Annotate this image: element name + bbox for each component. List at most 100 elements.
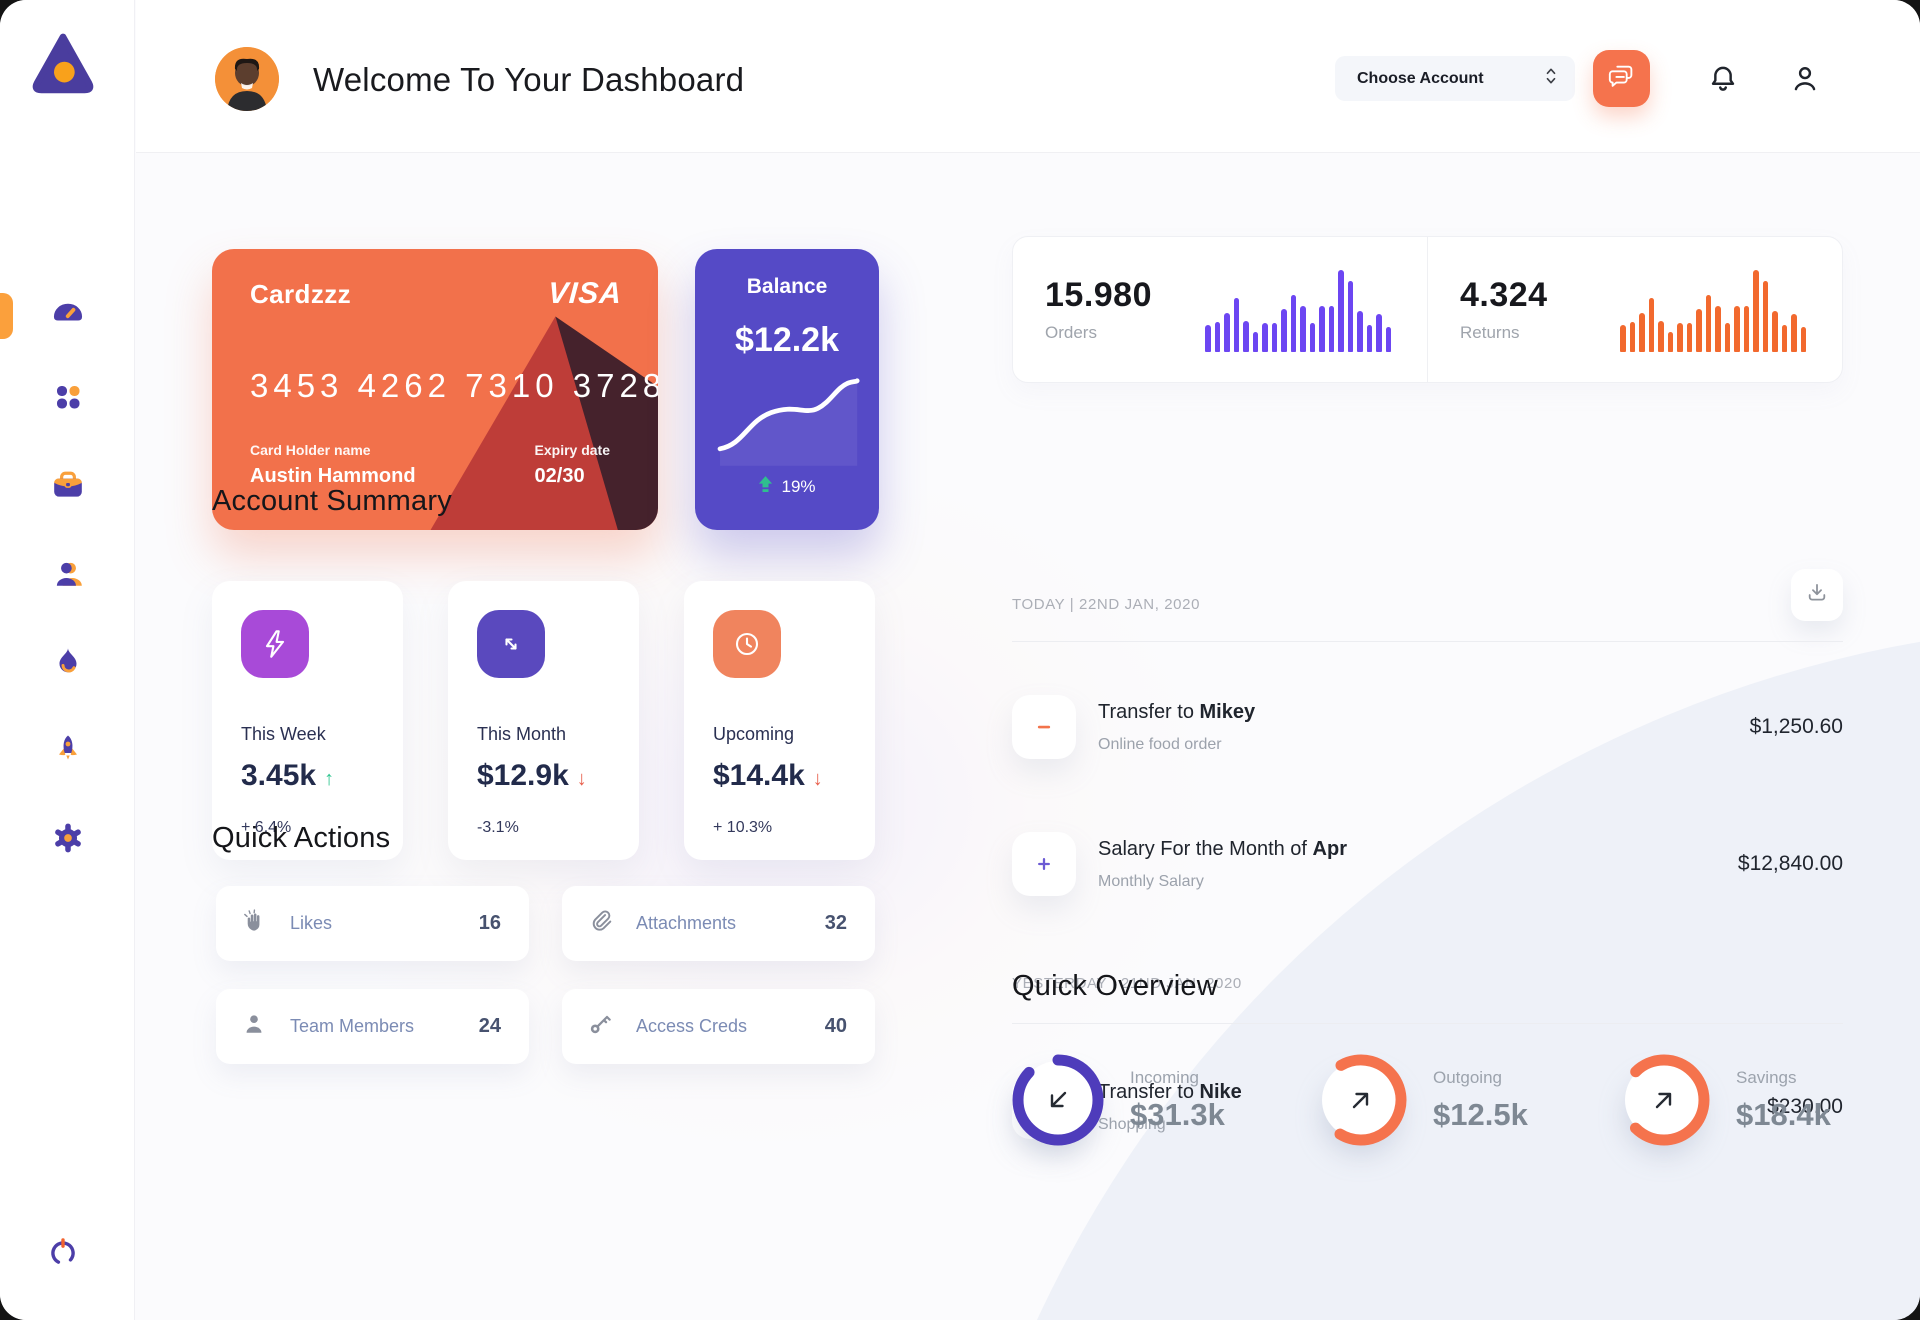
member-icon: [240, 1010, 268, 1043]
team-icon: [51, 557, 85, 591]
chevron-updown-icon: [1543, 66, 1559, 91]
sparkline-bar: [1743, 305, 1749, 352]
divider: [1012, 1023, 1843, 1024]
transaction-row-mikey[interactable]: Transfer to Mikey Online food order $1,2…: [1012, 695, 1843, 759]
sparkline-bar: [1309, 322, 1315, 352]
sidebar-item-trending[interactable]: [0, 645, 135, 733]
credit-card: Cardzzz VISA 3453 4262 7310 3728 Card Ho…: [212, 249, 658, 530]
sidebar-item-users[interactable]: [0, 557, 135, 645]
sparkline-bar: [1686, 322, 1692, 352]
summary-delta: + 6.4%: [241, 819, 292, 836]
sparkline-bar: [1243, 320, 1249, 352]
sidebar-item-work[interactable]: [0, 469, 135, 557]
transaction-row-salary[interactable]: Salary For the Month of Apr Monthly Sala…: [1012, 832, 1843, 896]
orders-stat: 15.980 Orders: [1013, 237, 1428, 382]
sparkline-bar: [1328, 305, 1334, 352]
paperclip-icon: [586, 907, 614, 940]
download-icon: [1804, 580, 1830, 611]
overview-value: $31.3k: [1130, 1096, 1225, 1132]
app-logo-icon[interactable]: [27, 28, 99, 100]
balance-trend: 19%: [781, 477, 816, 496]
sparkline-bar: [1366, 324, 1372, 352]
overview-ring-arc: [1012, 1054, 1104, 1146]
sparkline-bar: [1300, 305, 1306, 352]
overview-label: Incoming: [1130, 1067, 1199, 1087]
quick-overview-heading: Quick Overview: [1012, 970, 1218, 1002]
orders-value: 15.980: [1045, 276, 1152, 314]
sidebar: [0, 0, 135, 1320]
card-holder-name: Austin Hammond: [250, 465, 416, 487]
summary-delta: + 10.3%: [713, 819, 773, 836]
download-button[interactable]: [1791, 569, 1843, 621]
trend-up-icon: [758, 476, 773, 498]
chat-button[interactable]: [1593, 50, 1650, 107]
transaction-title: Transfer to: [1098, 1080, 1200, 1103]
sparkline-bar: [1753, 269, 1759, 352]
returns-value: 4.324: [1460, 276, 1548, 314]
quick-action-attachments[interactable]: Attachments 32: [562, 886, 875, 961]
rocket-icon: [52, 733, 84, 765]
profile-button[interactable]: [1788, 62, 1822, 96]
header: Welcome To Your Dashboard Choose Account: [136, 0, 1920, 153]
quick-action-count: 16: [478, 912, 501, 934]
chat-icon: [1607, 61, 1637, 96]
arrow-up-icon: ↑: [324, 768, 335, 790]
sidebar-nav: [0, 293, 135, 909]
sparkline-bar: [1319, 305, 1325, 352]
summary-card-upcoming: Upcoming $14.4k ↓ + 10.3%: [684, 581, 875, 860]
sidebar-item-dashboard[interactable]: [0, 293, 135, 381]
down-left-arrow-icon: [1050, 1091, 1067, 1108]
quick-action-access-creds[interactable]: Access Creds 40: [562, 989, 875, 1064]
quick-action-likes[interactable]: Likes 16: [216, 886, 529, 961]
overview-label: Savings: [1736, 1067, 1797, 1087]
sparkline-bar: [1376, 313, 1382, 352]
sparkline-bar: [1734, 305, 1740, 352]
account-selector[interactable]: Choose Account: [1335, 56, 1575, 101]
returns-sparkline: [1620, 268, 1806, 352]
summary-value: 3.45k: [241, 759, 317, 792]
logout-power-icon[interactable]: [46, 1234, 80, 1268]
account-summary-cards: This Week 3.45k ↑ + 6.4% This Month $12.9…: [212, 581, 875, 860]
overview-ring-arc: [1618, 1054, 1710, 1146]
flame-icon: [52, 645, 84, 677]
sidebar-item-settings[interactable]: [0, 821, 135, 909]
quick-action-team-members[interactable]: Team Members 24: [216, 989, 529, 1064]
apps-grid-icon: [52, 381, 84, 413]
card-expiry: 02/30: [534, 465, 585, 487]
speedometer-icon: [50, 293, 86, 329]
lightning-icon: [241, 610, 309, 678]
sparkline-bar: [1800, 326, 1806, 352]
sidebar-item-apps[interactable]: [0, 381, 135, 469]
outgoing-donut-chart: [1315, 1054, 1407, 1146]
account-summary-heading: Account Summary: [212, 485, 452, 517]
quick-actions-heading: Quick Actions: [212, 822, 391, 854]
sparkline-bar: [1791, 313, 1797, 352]
notifications-button[interactable]: [1706, 62, 1740, 96]
overview-value: $12.5k: [1433, 1096, 1528, 1132]
summary-delta: -3.1%: [477, 819, 519, 836]
section-date-yesterday: YESTERDAY | 21ND JAN, 2020: [1012, 975, 1242, 992]
avatar[interactable]: [215, 47, 279, 111]
account-selector-label: Choose Account: [1357, 69, 1484, 87]
transaction-amount: $12,840.00: [1737, 852, 1843, 875]
transaction-title-bold: Mikey: [1199, 700, 1256, 723]
sparkline-bar: [1648, 297, 1654, 352]
section-date-today: TODAY | 22ND JAN, 2020: [1012, 596, 1201, 613]
card-expiry-label: Expiry date: [534, 442, 610, 458]
sidebar-item-launch[interactable]: [0, 733, 135, 821]
visa-logo: VISA: [546, 277, 624, 310]
orders-sparkline: [1205, 268, 1391, 352]
divider: [1012, 641, 1843, 642]
savings-donut-chart: [1618, 1054, 1710, 1146]
bell-icon: [1706, 66, 1740, 100]
transaction-subtitle: Shopping: [1098, 1115, 1166, 1133]
card-name: Cardzzz: [250, 279, 352, 309]
incoming-donut-chart: [1012, 1054, 1104, 1146]
sparkline-bar: [1357, 310, 1363, 352]
summary-label: This Month: [477, 724, 567, 744]
sparkline-bar: [1715, 305, 1721, 352]
arrows-diagonal-icon: [477, 610, 545, 678]
sparkline-bar: [1772, 310, 1778, 352]
user-icon: [1788, 67, 1822, 100]
